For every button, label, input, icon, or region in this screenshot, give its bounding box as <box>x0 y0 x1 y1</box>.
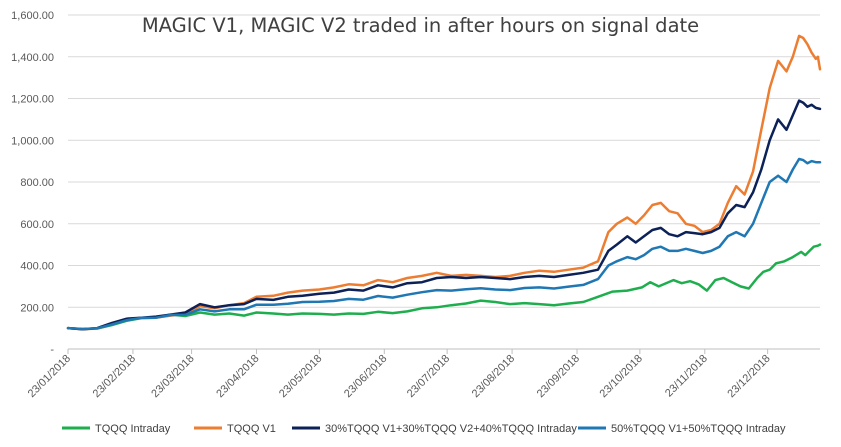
series-line-1 <box>66 243 822 331</box>
chart-title: MAGIC V1, MAGIC V2 traded in after hours… <box>141 14 700 37</box>
series-lines <box>66 34 822 331</box>
y-tick-label: 200.00 <box>20 302 54 314</box>
x-tick-label: 23/12/2018 <box>725 353 772 400</box>
x-tick-label: 23/02/2018 <box>91 353 138 400</box>
series-line-3 <box>66 99 822 331</box>
x-tick-label: 23/01/2018 <box>26 353 73 400</box>
x-tick-label: 23/03/2018 <box>149 353 196 400</box>
y-tick-label: 400.00 <box>20 261 54 273</box>
gridlines <box>68 14 820 308</box>
y-tick-label: 1,200.00 <box>11 94 54 106</box>
y-tick-label: 1,600.00 <box>11 10 54 22</box>
legend-label-1: TQQQ Intraday <box>95 423 171 435</box>
x-tick-label: 23/10/2018 <box>598 353 645 400</box>
x-tick-label: 23/08/2018 <box>470 353 517 400</box>
legend-label-4: 50%TQQQ V1+50%TQQQ Intraday <box>611 423 786 435</box>
y-tick-label: 1,400.00 <box>11 52 54 64</box>
series-line-4 <box>66 157 822 331</box>
x-tick-label: 23/11/2018 <box>663 353 710 400</box>
x-tick-label: 23/07/2018 <box>405 353 452 400</box>
series-line-2 <box>66 34 822 331</box>
x-tick-label: 23/05/2018 <box>277 353 324 400</box>
x-tick-label: 23/09/2018 <box>535 353 582 400</box>
x-tick-label: 23/06/2018 <box>342 353 389 400</box>
y-tick-label: 800.00 <box>20 177 54 189</box>
legend: TQQQ Intraday TQQQ V1 30%TQQQ V1+30%TQQQ V… <box>62 423 786 435</box>
x-tick-label: 23/04/2018 <box>214 353 261 400</box>
axes: - 200.00 400.00 600.00 800.00 1,000.00 1,200.0… <box>11 10 820 400</box>
y-tick-label: 1,000.00 <box>11 135 54 147</box>
y-tick-label: - <box>50 344 54 356</box>
legend-label-2: TQQQ V1 <box>227 423 276 435</box>
legend-label-3: 30%TQQQ V1+30%TQQQ V2+40%TQQQ Intraday <box>325 423 577 435</box>
y-tick-label: 600.00 <box>20 219 54 231</box>
